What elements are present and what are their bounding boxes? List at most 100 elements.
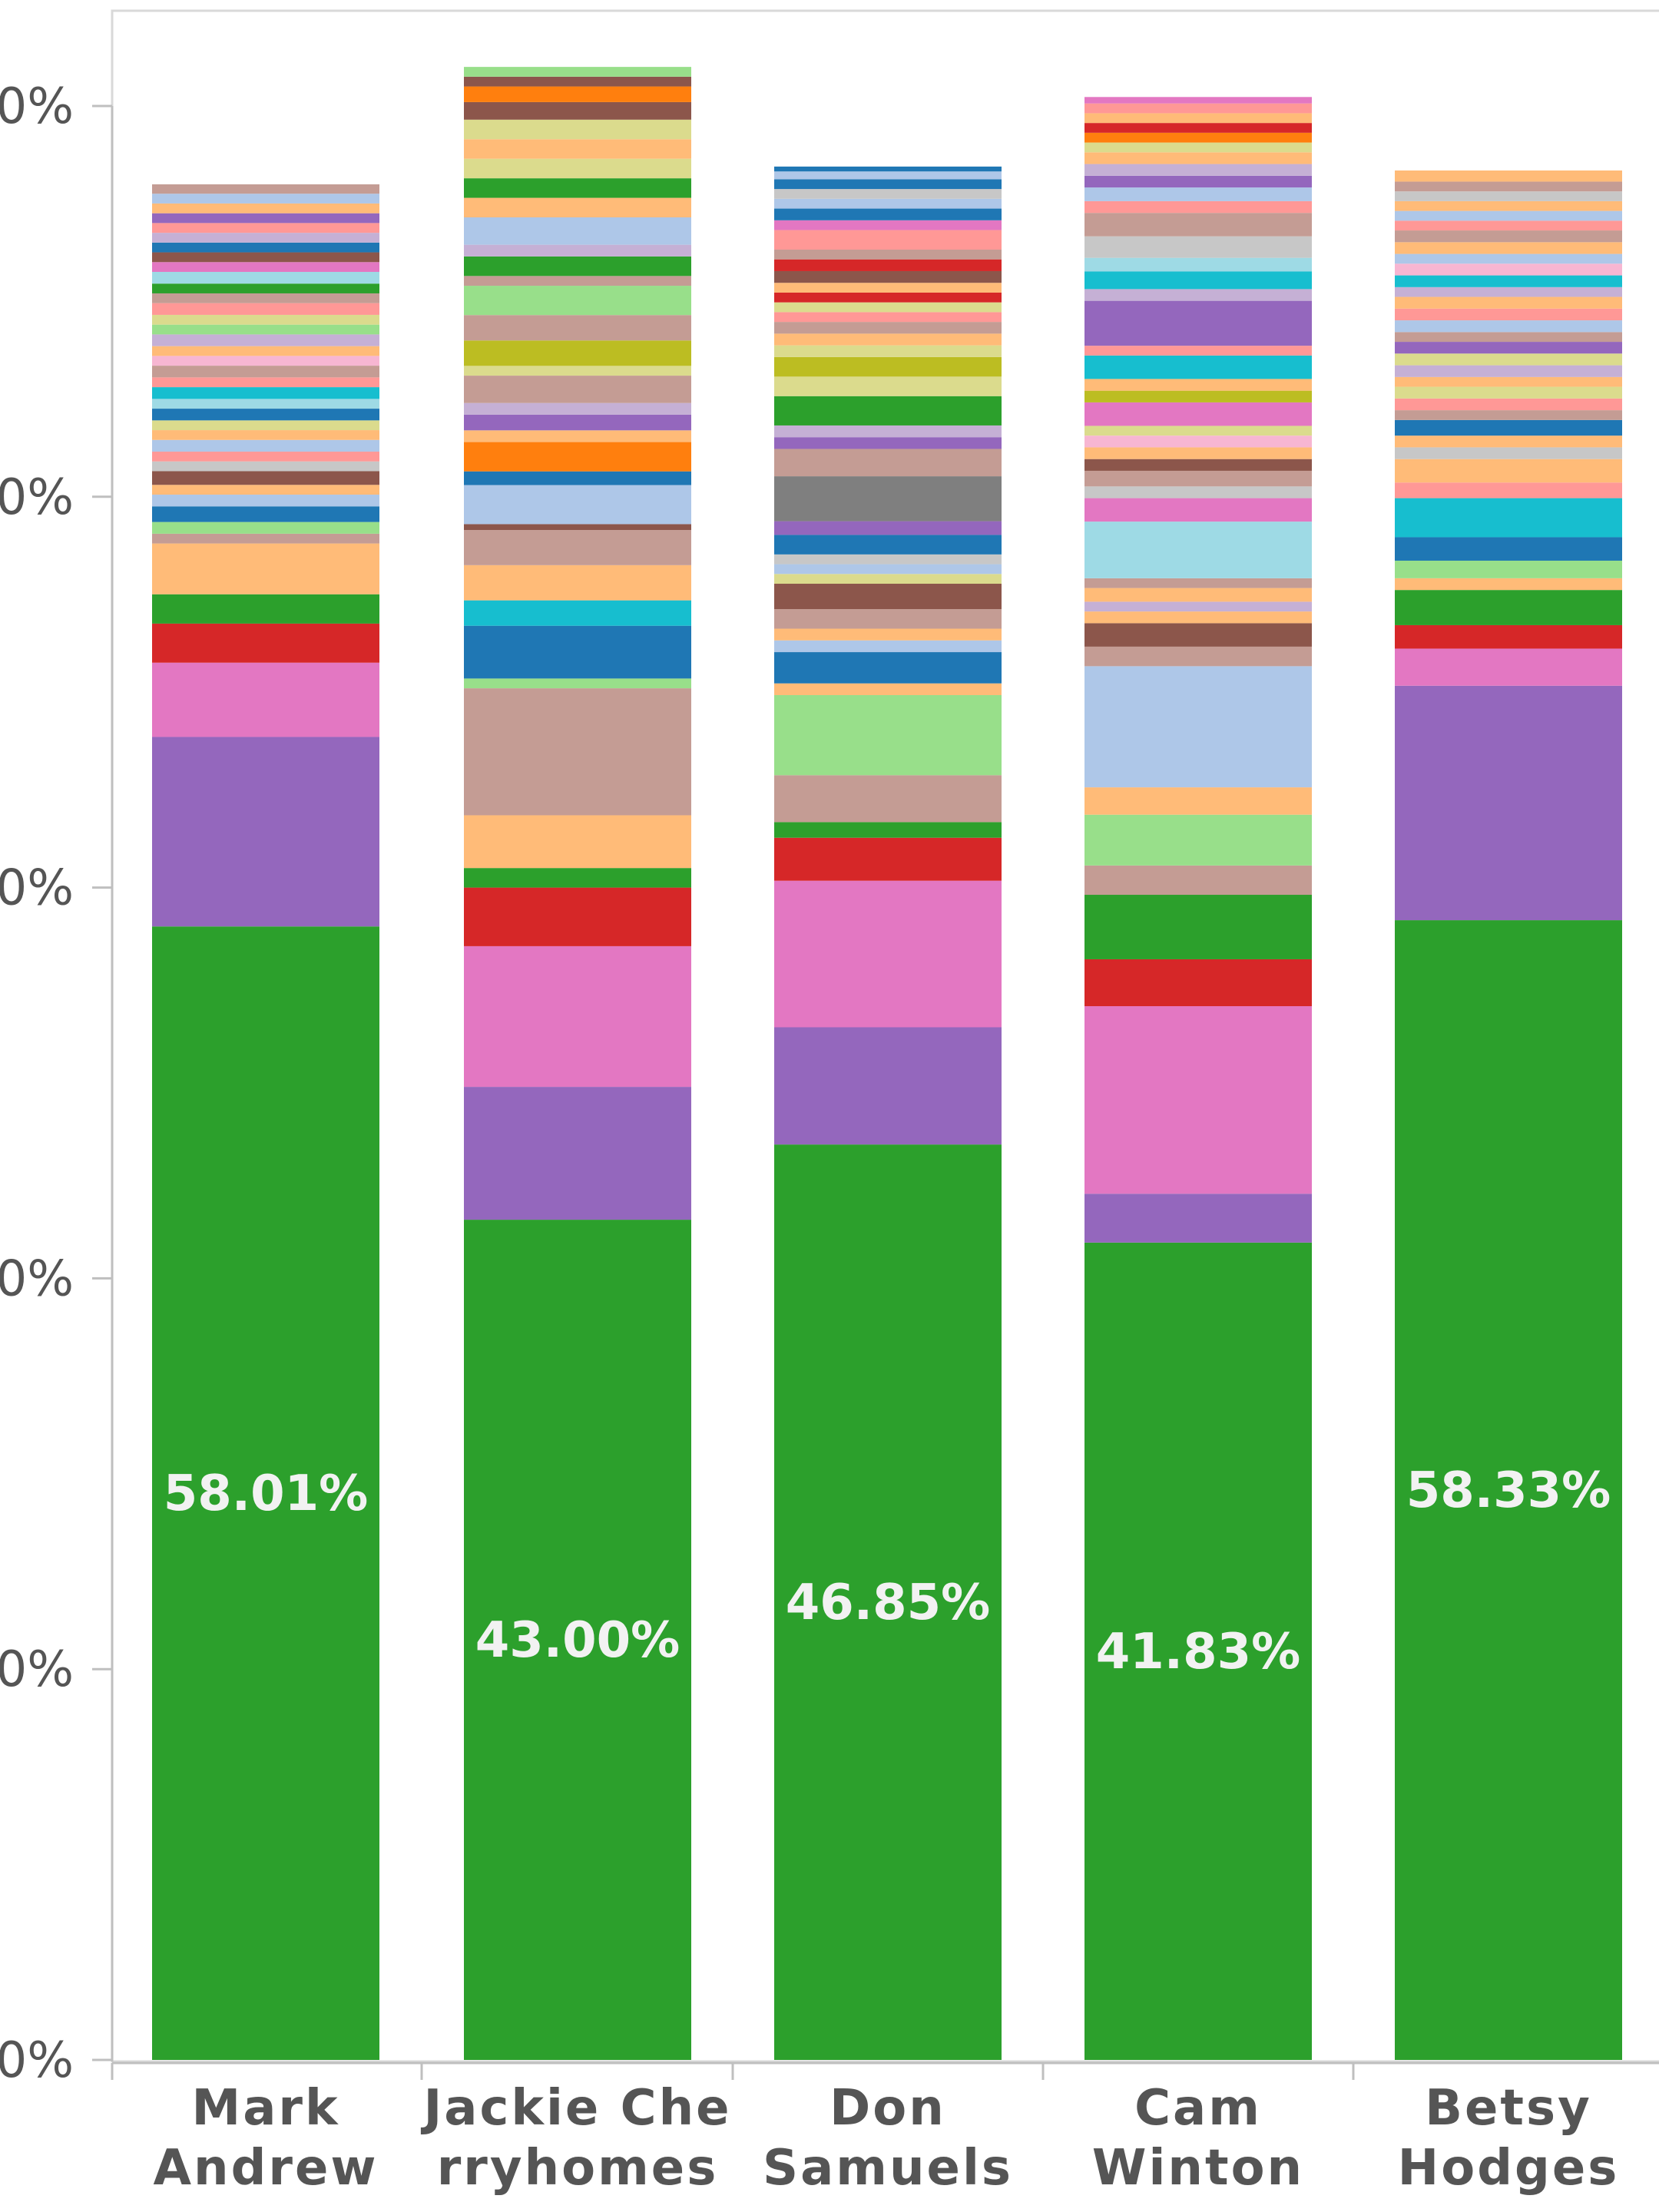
- bar-segment: [774, 564, 1002, 575]
- bar-segment: [774, 683, 1002, 696]
- bar-segment: [1084, 865, 1312, 896]
- bar-segment: [774, 166, 1002, 172]
- bar-segment: [464, 256, 691, 276]
- bar-segment: [1395, 332, 1622, 343]
- bar-segment: [1084, 1242, 1312, 2060]
- bar-segment: [774, 189, 1002, 199]
- bar-segment: [1084, 1006, 1312, 1194]
- bar-segment: [1395, 435, 1622, 448]
- bar-segment: [152, 506, 379, 522]
- bar-segment: [774, 249, 1002, 260]
- bar-segment: [464, 86, 691, 102]
- bar-segment: [1084, 895, 1312, 959]
- bar-segment: [1395, 191, 1622, 201]
- bar-segment: [1084, 132, 1312, 143]
- bar-segment: [774, 609, 1002, 629]
- bar-segment: [1084, 611, 1312, 624]
- bar-segment: [1084, 123, 1312, 133]
- bar-segment: [774, 1027, 1002, 1145]
- bar-segment: [774, 396, 1002, 426]
- bar-segment: [1395, 200, 1622, 211]
- y-tick-label: 0%: [0, 1250, 74, 1307]
- bar-segment: [152, 303, 379, 315]
- bar-segment: [152, 543, 379, 594]
- bar-segment: [1395, 342, 1622, 354]
- x-category-label: Andrew: [154, 2140, 379, 2197]
- bar-segment: [464, 485, 691, 525]
- bar-segment: [464, 197, 691, 218]
- bar-segment: [1395, 590, 1622, 625]
- bar-segment: [1084, 814, 1312, 866]
- bar-segment: [464, 1087, 691, 1220]
- bar-segment: [152, 495, 379, 507]
- bar-segment: [152, 324, 379, 335]
- bar-segment: [152, 184, 379, 194]
- bar-segment: [1395, 685, 1622, 921]
- bar-segment: [1084, 588, 1312, 602]
- bar-segment: [774, 880, 1002, 1028]
- y-tick-label: 0%: [0, 78, 74, 135]
- x-category-label: Mark: [192, 2080, 340, 2137]
- bar-segment: [152, 213, 379, 224]
- bar-stack: 41.83%: [1084, 97, 1312, 2060]
- bar-segment: [152, 409, 379, 421]
- bar-segment: [774, 283, 1002, 293]
- bar-segment: [152, 926, 379, 2060]
- x-category-label: Don: [830, 2080, 946, 2137]
- bar-segment: [152, 522, 379, 534]
- bar-segment: [152, 252, 379, 263]
- bar-segment: [774, 425, 1002, 438]
- bar-segment: [1084, 459, 1312, 471]
- bar-segment: [464, 315, 691, 341]
- bar-segment: [464, 244, 691, 257]
- y-tick-label: 0%: [0, 860, 74, 917]
- bar-segment: [1084, 175, 1312, 188]
- data-label: 43.00%: [475, 1612, 680, 1669]
- bar-segment: [152, 366, 379, 378]
- bar-segment: [152, 461, 379, 472]
- bar-segment: [1084, 623, 1312, 647]
- bar-segment: [1084, 959, 1312, 1007]
- bar-segment: [774, 208, 1002, 220]
- bar-segment: [1395, 386, 1622, 399]
- bar-segment: [464, 414, 691, 431]
- bar-segment: [774, 171, 1002, 180]
- bar-segment: [152, 233, 379, 243]
- bar-segment: [1395, 920, 1622, 2060]
- y-axis: 0% 0% 0% 0% 0% 0%: [0, 78, 114, 2089]
- bar-segment: [774, 584, 1002, 610]
- bar-segment: [774, 312, 1002, 323]
- bar-segment: [152, 533, 379, 544]
- bar-segment: [152, 420, 379, 431]
- bar-segment: [1395, 447, 1622, 459]
- bar-segment: [464, 76, 691, 87]
- bar-segment: [774, 333, 1002, 346]
- bar-segment: [152, 203, 379, 214]
- x-category-label: Jackie Che: [420, 2080, 731, 2137]
- bar-segment: [774, 437, 1002, 449]
- bar-segment: [774, 198, 1002, 209]
- bars: 58.01% 43.00% 46.85% 41.83% 58.33%: [152, 67, 1622, 2060]
- bar-segment: [774, 476, 1002, 522]
- bar-segment: [1084, 346, 1312, 356]
- bar-segment: [1395, 296, 1622, 309]
- bar-segment: [464, 158, 691, 179]
- bar-segment: [774, 822, 1002, 838]
- bar-segment: [464, 565, 691, 601]
- bar-segment: [774, 521, 1002, 535]
- bar-segment: [1395, 560, 1622, 578]
- bar-segment: [774, 554, 1002, 565]
- bar-segment: [1084, 390, 1312, 402]
- bar-segment: [464, 625, 691, 679]
- bar-segment: [464, 430, 691, 442]
- bar-segment: [1395, 498, 1622, 538]
- bar-segment: [1395, 398, 1622, 411]
- bar-segment: [774, 345, 1002, 357]
- bar-segment: [1395, 365, 1622, 377]
- bar-segment: [1084, 379, 1312, 391]
- bar-segment: [774, 775, 1002, 823]
- bar-segment: [774, 302, 1002, 313]
- bar-segment: [774, 574, 1002, 584]
